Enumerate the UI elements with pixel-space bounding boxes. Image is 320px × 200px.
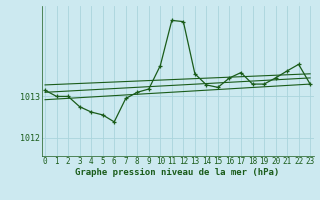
X-axis label: Graphe pression niveau de la mer (hPa): Graphe pression niveau de la mer (hPa) [76, 168, 280, 177]
